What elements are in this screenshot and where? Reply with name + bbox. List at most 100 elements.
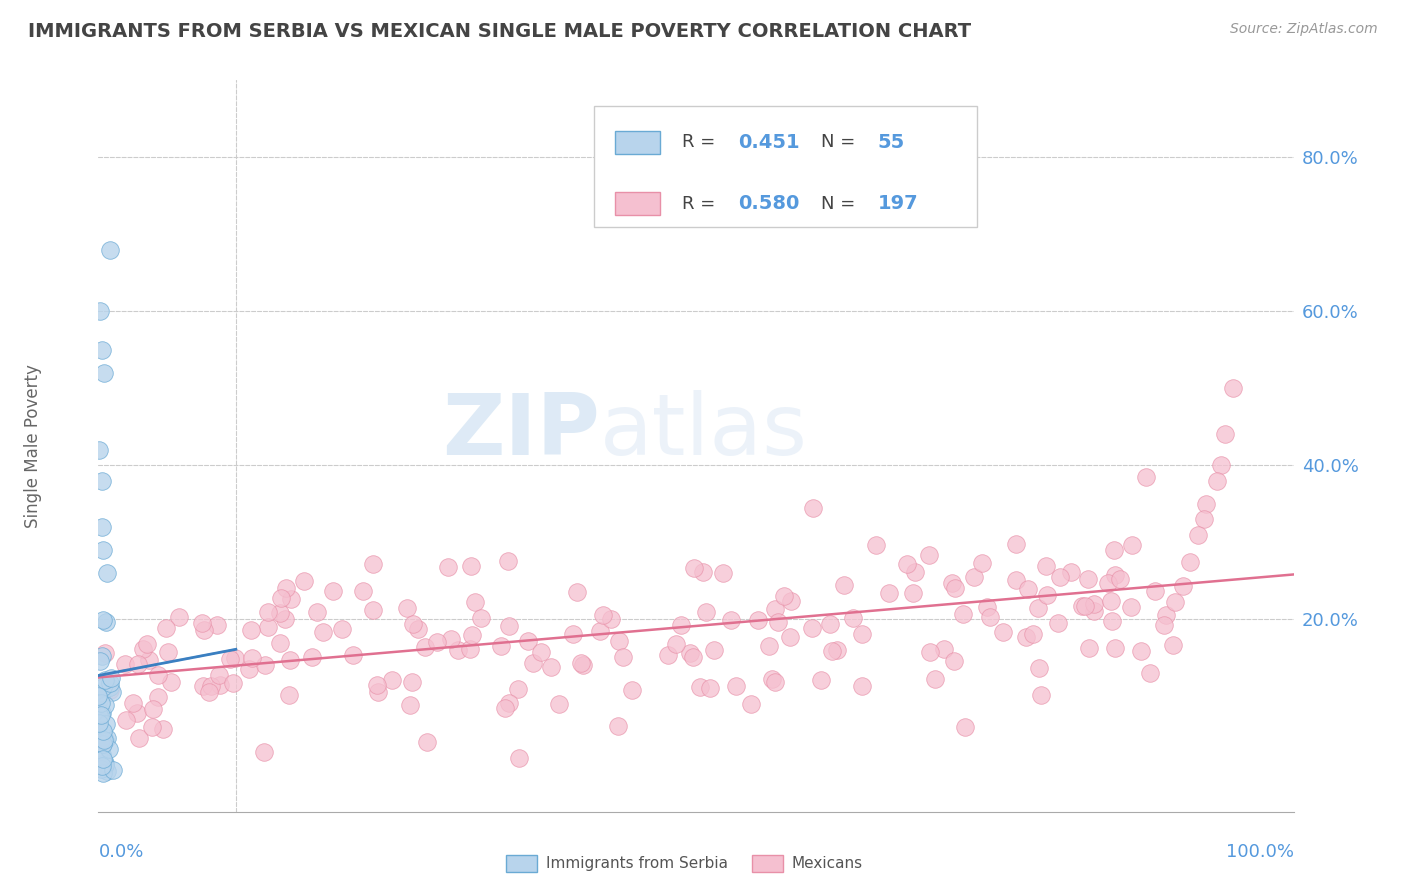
Point bbox=[1192, 512, 1215, 526]
Point bbox=[361, 602, 384, 616]
Point bbox=[1121, 537, 1143, 551]
Point bbox=[91, 752, 114, 766]
Point bbox=[270, 591, 292, 605]
Point bbox=[90, 743, 112, 757]
Point bbox=[141, 720, 163, 734]
Point bbox=[1144, 584, 1167, 599]
Point bbox=[810, 673, 832, 687]
Point bbox=[90, 648, 112, 663]
Point bbox=[517, 633, 540, 648]
Point bbox=[91, 686, 114, 700]
Point bbox=[91, 681, 114, 695]
Point bbox=[1104, 568, 1126, 582]
Point bbox=[1101, 614, 1123, 628]
Point bbox=[169, 609, 191, 624]
Point bbox=[361, 557, 384, 571]
Point bbox=[1161, 638, 1184, 652]
Point bbox=[208, 678, 231, 692]
Point bbox=[87, 693, 110, 707]
Point bbox=[1028, 661, 1050, 675]
Point bbox=[269, 636, 291, 650]
Point bbox=[901, 585, 924, 599]
Point bbox=[952, 607, 974, 621]
Point bbox=[366, 678, 388, 692]
Point bbox=[93, 756, 115, 771]
Point bbox=[101, 763, 124, 777]
Point bbox=[941, 576, 963, 591]
Point bbox=[821, 644, 844, 658]
Point bbox=[818, 616, 841, 631]
Point bbox=[100, 685, 122, 699]
Point bbox=[1015, 630, 1038, 644]
Point bbox=[100, 671, 122, 685]
Text: Single Male Poverty: Single Male Poverty bbox=[24, 364, 42, 528]
Text: 0.580: 0.580 bbox=[738, 194, 799, 213]
Point bbox=[96, 566, 118, 580]
Point bbox=[440, 632, 463, 647]
Point bbox=[779, 630, 801, 644]
Point bbox=[94, 615, 117, 630]
Point bbox=[458, 641, 481, 656]
Point bbox=[461, 627, 484, 641]
Point bbox=[943, 581, 966, 595]
Point bbox=[664, 637, 686, 651]
Point bbox=[976, 600, 998, 615]
Point bbox=[1026, 601, 1049, 615]
Point bbox=[924, 672, 946, 686]
Point bbox=[1031, 688, 1053, 702]
FancyBboxPatch shape bbox=[595, 106, 977, 227]
Point bbox=[565, 585, 588, 599]
Point bbox=[91, 734, 114, 748]
Point bbox=[91, 343, 114, 357]
Point bbox=[301, 650, 323, 665]
Point bbox=[114, 657, 136, 672]
Point bbox=[93, 732, 115, 747]
Point bbox=[90, 763, 112, 777]
Point bbox=[114, 714, 136, 728]
Point bbox=[1083, 597, 1105, 611]
Point bbox=[191, 615, 214, 630]
Point bbox=[801, 500, 824, 515]
Text: Mexicans: Mexicans bbox=[792, 856, 863, 871]
Point bbox=[865, 538, 887, 552]
Point bbox=[1097, 576, 1119, 591]
Text: Immigrants from Serbia: Immigrants from Serbia bbox=[546, 856, 727, 871]
Point bbox=[1047, 616, 1070, 631]
Point bbox=[152, 722, 174, 736]
Point bbox=[1108, 572, 1130, 586]
Point bbox=[200, 679, 222, 693]
Point bbox=[253, 745, 276, 759]
Point bbox=[801, 621, 824, 635]
Point bbox=[683, 561, 706, 575]
Point bbox=[222, 675, 245, 690]
Point bbox=[274, 581, 297, 595]
Point bbox=[89, 679, 111, 693]
Point bbox=[1178, 555, 1201, 569]
Point bbox=[1206, 474, 1229, 488]
Point bbox=[157, 644, 180, 658]
Point bbox=[740, 697, 762, 711]
Point bbox=[87, 748, 110, 763]
Point bbox=[1083, 604, 1105, 618]
Point bbox=[90, 696, 112, 710]
Point bbox=[842, 610, 865, 624]
Point bbox=[207, 618, 229, 632]
Point bbox=[993, 625, 1015, 640]
Point bbox=[148, 690, 170, 704]
Point bbox=[198, 685, 221, 699]
Point bbox=[669, 617, 692, 632]
Point bbox=[127, 657, 149, 671]
Text: IMMIGRANTS FROM SERBIA VS MEXICAN SINGLE MALE POVERTY CORRELATION CHART: IMMIGRANTS FROM SERBIA VS MEXICAN SINGLE… bbox=[28, 22, 972, 41]
Point bbox=[91, 759, 114, 773]
Point bbox=[1209, 458, 1232, 473]
Point bbox=[90, 747, 112, 761]
Point bbox=[522, 657, 544, 671]
Point bbox=[689, 680, 711, 694]
Point bbox=[91, 474, 114, 488]
Point bbox=[904, 565, 927, 579]
Point bbox=[1104, 640, 1126, 655]
Point bbox=[464, 594, 486, 608]
Text: atlas: atlas bbox=[600, 390, 808, 473]
Point bbox=[1102, 543, 1125, 558]
Point bbox=[401, 674, 423, 689]
